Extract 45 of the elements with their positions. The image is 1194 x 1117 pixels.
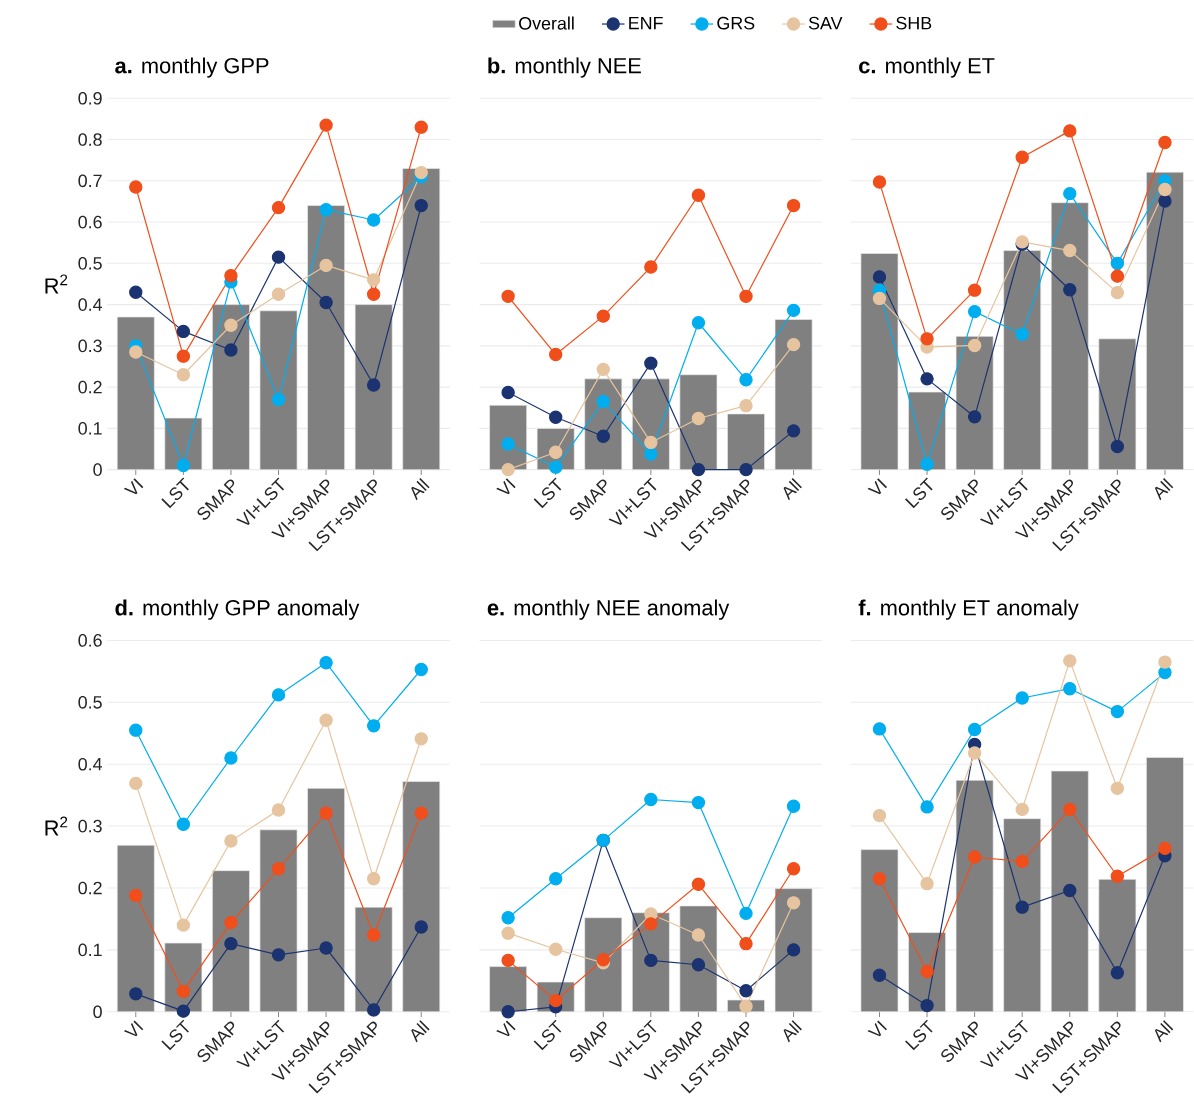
x-tick-label: VI — [496, 478, 516, 495]
x-tick-label: LST — [161, 1019, 189, 1051]
chart-title: f. monthly ET anomaly — [858, 599, 1079, 620]
y-tick-label: 0.6 — [78, 215, 102, 229]
chart-title: a. monthly GPP — [115, 57, 269, 78]
x-tick-label: VI — [867, 1020, 887, 1037]
legend-label: GRS — [717, 16, 755, 30]
y-tick-label: 0.3 — [78, 339, 102, 353]
x-tick-label: LST — [905, 1019, 933, 1051]
legend-label: SAV — [808, 16, 843, 30]
y-tick-label: 0.1 — [78, 943, 102, 957]
legend-label: SHB — [896, 16, 932, 30]
y-tick-label: 0.9 — [78, 91, 102, 105]
x-tick-label: All — [411, 478, 430, 501]
y-tick-label: 0 — [93, 1005, 102, 1019]
x-tick-label: All — [783, 478, 802, 501]
chart-title: e. monthly NEE anomaly — [487, 599, 730, 620]
y-tick-label: 0.5 — [78, 695, 102, 709]
y-tick-label: 0.3 — [78, 819, 102, 833]
y-tick-label: 0.4 — [78, 757, 103, 771]
y-axis-title: R$^{2}$ — [45, 816, 68, 836]
chart-title: b. monthly NEE — [488, 57, 641, 78]
chart-title: d. monthly GPP anomaly — [115, 599, 360, 620]
y-axis-title: R$^{2}$ — [45, 274, 68, 294]
x-tick-label: VI — [123, 478, 144, 495]
y-tick-label: 0.2 — [78, 380, 102, 394]
y-tick-label: 0.6 — [78, 634, 102, 647]
x-tick-label: VI — [123, 1020, 144, 1037]
y-tick-label: 0.2 — [78, 881, 102, 895]
legend-label: Overall — [519, 16, 574, 30]
x-tick-label: VI — [867, 478, 888, 495]
x-tick-label: LST — [533, 1019, 562, 1051]
y-tick-label: 0.4 — [78, 298, 103, 311]
y-tick-label: 0.1 — [78, 422, 102, 435]
x-tick-label: All — [411, 1020, 430, 1043]
y-tick-label: 0.5 — [78, 257, 102, 270]
x-tick-label: VI — [496, 1020, 516, 1037]
legend-label: ENF — [629, 16, 663, 30]
chart-title: c. monthly ET — [859, 57, 995, 78]
y-tick-label: 0.8 — [78, 133, 102, 146]
y-tick-label: 0 — [93, 463, 102, 476]
y-tick-label: 0.7 — [78, 174, 102, 188]
x-tick-label: All — [783, 1020, 802, 1043]
x-tick-label: All — [1154, 1020, 1174, 1043]
x-tick-label: All — [1154, 478, 1174, 501]
